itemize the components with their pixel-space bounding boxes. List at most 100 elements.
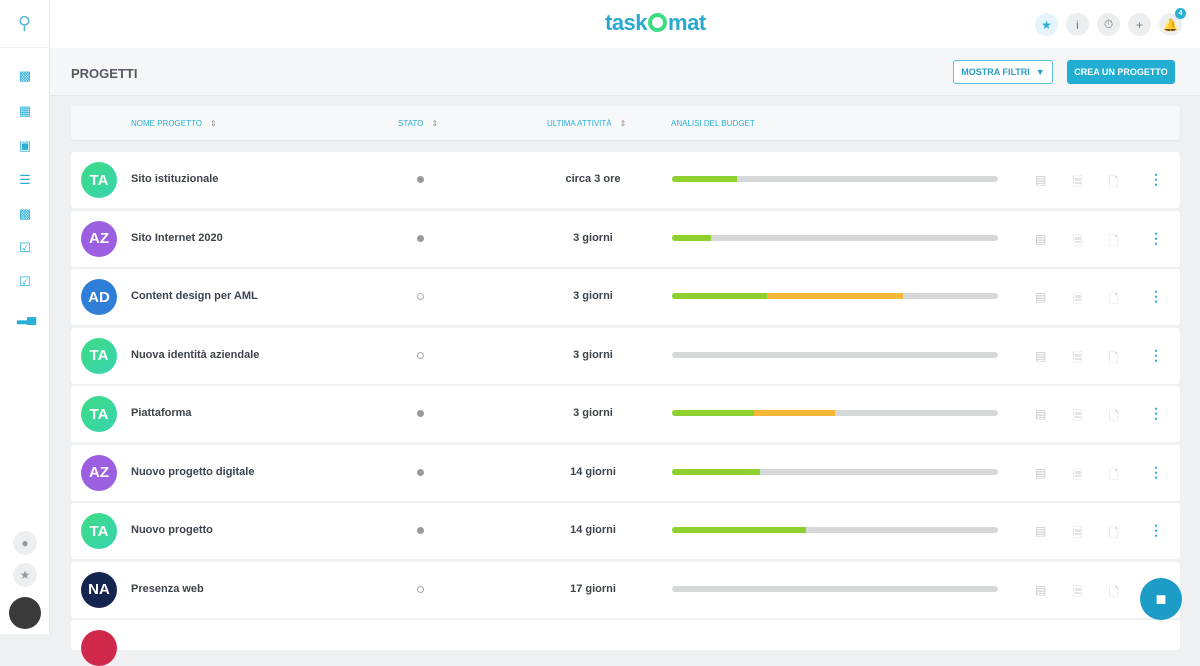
header-last-activity-label: ULTIMA ATTIVITÀ xyxy=(547,119,612,128)
table-row[interactable]: TA Piattaforma 3 giorni ▤ 🗏 🗋 ⋮ xyxy=(71,386,1180,442)
more-options-icon[interactable]: ⋮ xyxy=(1149,171,1163,187)
header-status-label: STATO xyxy=(398,119,424,128)
avatar xyxy=(81,630,117,666)
gantt-icon[interactable]: ▤ xyxy=(1035,465,1047,480)
header-budget: ANALISI DEL BUDGET xyxy=(671,119,755,128)
document-icon[interactable]: 🗋 xyxy=(1109,292,1119,306)
project-name[interactable]: Nuovo progetto xyxy=(131,524,213,536)
document-icon[interactable]: 🗋 xyxy=(1109,409,1119,423)
table-row[interactable]: AD Content design per AML 3 giorni ▤ 🗏 🗋… xyxy=(71,269,1180,325)
budget-bar xyxy=(672,410,998,416)
document-icon[interactable]: 🗋 xyxy=(1109,175,1119,189)
status-dot xyxy=(417,293,424,300)
chat-button[interactable]: ■ xyxy=(1140,578,1182,620)
project-name[interactable]: Sito Internet 2020 xyxy=(131,231,223,244)
blocks-icon[interactable]: ▩ xyxy=(18,206,32,221)
gantt-icon[interactable]: ▤ xyxy=(1035,524,1047,538)
avatar: TA xyxy=(81,513,117,549)
last-activity: 3 giorni xyxy=(573,290,613,302)
star-icon[interactable]: ★ xyxy=(1035,13,1058,36)
more-options-icon[interactable]: ⋮ xyxy=(1149,522,1163,538)
sort-icon: ⇕ xyxy=(619,119,627,128)
list-icon[interactable]: ☰ xyxy=(19,172,31,187)
budget-bar xyxy=(672,585,998,592)
header-status[interactable]: STATO ⇕ xyxy=(398,119,438,128)
checklist-icon[interactable]: ☑ xyxy=(19,274,31,289)
table-row[interactable] xyxy=(71,620,1180,666)
header-name[interactable]: NOME PROGETTO ⇕ xyxy=(131,119,217,128)
document-icon[interactable]: 🗋 xyxy=(1109,526,1119,540)
info-icon[interactable]: i xyxy=(1066,13,1089,36)
project-name[interactable]: Nuovo progetto digitale xyxy=(131,465,255,478)
status-dot xyxy=(417,468,424,476)
create-project-button[interactable]: CREA UN PROGETTO xyxy=(1067,60,1175,84)
search-icon[interactable]: ⚲ xyxy=(0,0,49,48)
document-icon[interactable]: 🗋 xyxy=(1109,584,1119,599)
avatar: AZ xyxy=(81,454,117,491)
table-row[interactable]: AZ Nuovo progetto digitale 14 giorni ▤ 🗏… xyxy=(71,444,1180,501)
budget-bar-green xyxy=(672,176,738,182)
sidebar: ⚲ ▩ ▦ ▣ ☰ ▩ ☑ ☑ ▂▄ ● ★ xyxy=(0,0,50,634)
gantt-icon[interactable]: ▤ xyxy=(1035,348,1047,363)
table-row[interactable]: TA Sito istituzionale circa 3 ore ▤ 🗏 🗋 … xyxy=(71,152,1180,208)
show-filters-button[interactable]: MOSTRA FILTRI ▼ xyxy=(953,60,1053,84)
edit-document-icon[interactable]: 🗏 xyxy=(1073,292,1083,306)
avatar: AD xyxy=(81,279,117,315)
avatar: NA xyxy=(81,571,117,608)
table-row[interactable]: TA Nuova identità aziendale 3 giorni ▤ 🗏… xyxy=(71,327,1180,384)
gift-icon[interactable]: ▣ xyxy=(18,138,32,153)
project-name[interactable]: Content design per AML xyxy=(131,290,258,302)
plus-icon[interactable]: + xyxy=(1128,13,1151,36)
edit-document-icon[interactable]: 🗏 xyxy=(1073,584,1083,599)
more-options-icon[interactable]: ⋮ xyxy=(1149,346,1163,363)
document-icon[interactable]: 🗋 xyxy=(1109,233,1119,248)
avatar: AZ xyxy=(81,220,117,257)
edit-document-icon[interactable]: 🗏 xyxy=(1073,526,1083,540)
calendar-icon[interactable]: ▦ xyxy=(18,103,32,118)
edit-document-icon[interactable]: 🗏 xyxy=(1073,467,1083,482)
chart-icon[interactable]: ▂▄ xyxy=(17,309,37,324)
budget-bar-orange xyxy=(753,410,835,416)
budget-bar xyxy=(672,527,998,533)
last-activity: 17 giorni xyxy=(570,582,616,595)
gantt-icon[interactable]: ▤ xyxy=(1035,582,1047,597)
gantt-icon[interactable]: ▤ xyxy=(1035,290,1047,304)
budget-bar xyxy=(672,351,998,358)
edit-document-icon[interactable]: 🗏 xyxy=(1073,409,1083,423)
table-row[interactable]: TA Nuovo progetto 14 giorni ▤ 🗏 🗋 ⋮ xyxy=(71,503,1180,559)
document-icon[interactable]: 🗋 xyxy=(1109,350,1119,365)
gantt-icon[interactable]: ▤ xyxy=(1035,231,1047,246)
project-name[interactable]: Nuova identità aziendale xyxy=(131,348,260,361)
project-name[interactable]: Presenza web xyxy=(131,582,204,595)
timer-icon[interactable]: ⏱ xyxy=(1097,13,1120,36)
project-name[interactable]: Piattaforma xyxy=(131,407,192,419)
gantt-icon[interactable]: ▤ xyxy=(1035,407,1047,421)
more-options-icon[interactable]: ⋮ xyxy=(1149,288,1163,304)
user-avatar[interactable] xyxy=(9,597,41,629)
table-row[interactable]: AZ Sito Internet 2020 3 giorni ▤ 🗏 🗋 ⋮ xyxy=(71,210,1180,267)
table-row[interactable]: NA Presenza web 17 giorni ▤ 🗏 🗋 ⋮ xyxy=(71,561,1180,618)
edit-document-icon[interactable]: 🗏 xyxy=(1073,233,1083,248)
trophy-icon[interactable]: ★ xyxy=(13,563,37,587)
status-dot xyxy=(417,176,424,183)
team-icon[interactable]: ● xyxy=(13,531,37,555)
show-filters-label: MOSTRA FILTRI xyxy=(961,67,1030,77)
last-activity: 3 giorni xyxy=(573,348,613,361)
budget-bar xyxy=(672,234,998,241)
more-options-icon[interactable]: ⋮ xyxy=(1149,463,1163,480)
top-bar: task mat ★ i ⏱ + 🔔 4 xyxy=(50,0,1200,48)
budget-bar-orange xyxy=(766,293,904,299)
table-header: NOME PROGETTO ⇕ STATO ⇕ ULTIMA ATTIVITÀ ⇕ A… xyxy=(71,106,1180,140)
project-name[interactable]: Sito istituzionale xyxy=(131,173,219,185)
budget-bar xyxy=(672,176,998,182)
more-options-icon[interactable]: ⋮ xyxy=(1149,405,1163,421)
gantt-icon[interactable]: ▤ xyxy=(1035,173,1047,187)
dashboard-icon[interactable]: ▩ xyxy=(18,68,32,83)
document-icon[interactable]: 🗋 xyxy=(1109,467,1119,482)
edit-document-icon[interactable]: 🗏 xyxy=(1073,175,1083,189)
edit-document-icon[interactable]: 🗏 xyxy=(1073,350,1083,365)
more-options-icon[interactable]: ⋮ xyxy=(1149,229,1163,246)
edit-check-icon[interactable]: ☑ xyxy=(19,240,31,255)
bell-icon[interactable]: 🔔 4 xyxy=(1159,8,1186,36)
header-last-activity[interactable]: ULTIMA ATTIVITÀ ⇕ xyxy=(547,119,626,128)
